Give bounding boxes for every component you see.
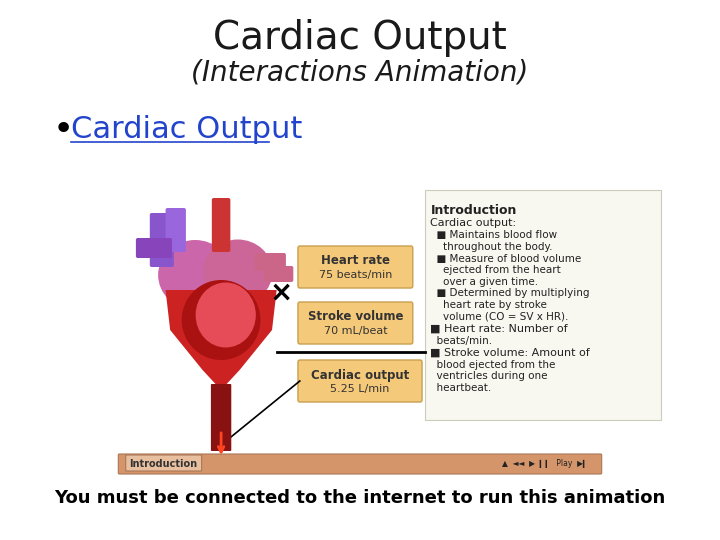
Text: over a given time.: over a given time. <box>431 277 539 287</box>
Polygon shape <box>166 290 276 390</box>
Text: 5.25 L/min: 5.25 L/min <box>330 384 390 394</box>
Text: 75 beats/min: 75 beats/min <box>319 270 392 280</box>
Text: Introduction: Introduction <box>130 459 198 469</box>
FancyBboxPatch shape <box>298 246 413 288</box>
Text: ■ Determined by multiplying: ■ Determined by multiplying <box>431 288 590 299</box>
Text: Heart rate: Heart rate <box>321 254 390 267</box>
FancyBboxPatch shape <box>264 266 293 282</box>
Text: throughout the body.: throughout the body. <box>431 242 553 252</box>
FancyBboxPatch shape <box>126 455 202 471</box>
FancyBboxPatch shape <box>136 238 172 258</box>
Text: ■ Stroke volume: Amount of: ■ Stroke volume: Amount of <box>431 347 590 357</box>
Text: beats/min.: beats/min. <box>431 336 492 346</box>
Text: heartbeat.: heartbeat. <box>431 383 492 393</box>
Text: ventricles during one: ventricles during one <box>431 372 548 381</box>
Ellipse shape <box>181 280 261 360</box>
Ellipse shape <box>196 282 256 348</box>
Ellipse shape <box>158 240 233 310</box>
FancyBboxPatch shape <box>150 213 174 267</box>
Text: Introduction: Introduction <box>431 204 517 217</box>
FancyBboxPatch shape <box>118 454 602 474</box>
Text: ×: × <box>270 279 293 307</box>
Text: Cardiac output: Cardiac output <box>311 368 409 381</box>
FancyBboxPatch shape <box>425 190 661 420</box>
Text: heart rate by stroke: heart rate by stroke <box>431 300 547 310</box>
Text: Cardiac Output: Cardiac Output <box>71 116 302 145</box>
FancyBboxPatch shape <box>212 198 230 252</box>
Ellipse shape <box>203 240 272 305</box>
Text: (Interactions Animation): (Interactions Animation) <box>192 58 528 86</box>
Text: You must be connected to the internet to run this animation: You must be connected to the internet to… <box>55 489 665 507</box>
Text: Cardiac Output: Cardiac Output <box>213 19 507 57</box>
Text: •: • <box>53 113 74 147</box>
FancyBboxPatch shape <box>166 208 186 252</box>
Text: 70 mL/beat: 70 mL/beat <box>323 326 387 336</box>
Text: blood ejected from the: blood ejected from the <box>431 360 556 370</box>
Text: ▲  ◄◄  ▶  ▎▎  Play  ▶▎: ▲ ◄◄ ▶ ▎▎ Play ▶▎ <box>502 460 589 469</box>
Text: ■ Measure of blood volume: ■ Measure of blood volume <box>431 254 582 264</box>
FancyBboxPatch shape <box>298 360 422 402</box>
Text: volume (CO = SV x HR).: volume (CO = SV x HR). <box>431 312 569 322</box>
FancyBboxPatch shape <box>298 302 413 344</box>
Text: ejected from the heart: ejected from the heart <box>431 265 561 275</box>
Text: ■ Maintains blood flow: ■ Maintains blood flow <box>431 231 557 240</box>
FancyBboxPatch shape <box>254 253 286 271</box>
Text: ■ Heart rate: Number of: ■ Heart rate: Number of <box>431 323 568 333</box>
Text: Cardiac output:: Cardiac output: <box>431 218 516 228</box>
Text: Stroke volume: Stroke volume <box>307 310 403 323</box>
FancyBboxPatch shape <box>211 384 231 451</box>
